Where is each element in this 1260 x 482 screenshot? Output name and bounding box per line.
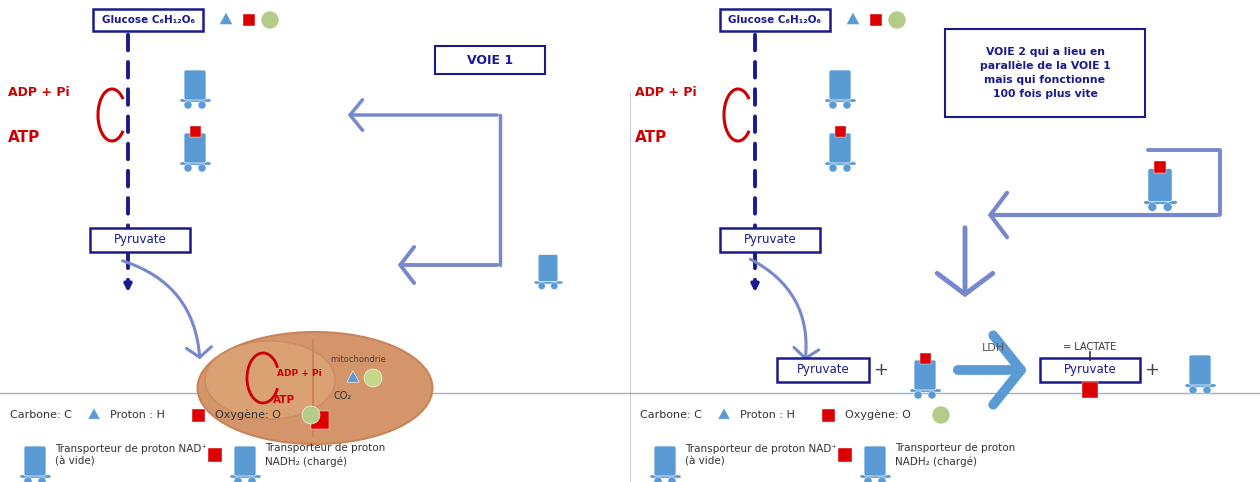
Bar: [869, 14, 882, 26]
Polygon shape: [88, 408, 101, 419]
Text: Oxygène: O: Oxygène: O: [215, 410, 281, 420]
FancyBboxPatch shape: [234, 446, 256, 476]
Text: Carbone: C: Carbone: C: [10, 410, 72, 420]
FancyBboxPatch shape: [184, 70, 205, 100]
Circle shape: [829, 164, 837, 172]
Text: VOIE 2 qui a lieu en
parallèle de la VOIE 1
mais qui fonctionne
100 fois plus vi: VOIE 2 qui a lieu en parallèle de la VOI…: [979, 47, 1110, 99]
Text: Glucose C₆H₁₂O₆: Glucose C₆H₁₂O₆: [102, 15, 194, 25]
Bar: [208, 448, 222, 462]
FancyBboxPatch shape: [538, 254, 558, 281]
Text: ADP + Pi: ADP + Pi: [8, 86, 69, 99]
FancyBboxPatch shape: [1148, 169, 1172, 201]
Polygon shape: [847, 12, 859, 25]
FancyBboxPatch shape: [864, 446, 886, 476]
FancyBboxPatch shape: [184, 133, 205, 163]
Circle shape: [364, 369, 382, 387]
Ellipse shape: [205, 341, 335, 419]
Text: Pyruvate: Pyruvate: [796, 363, 849, 376]
Text: LDH: LDH: [982, 343, 1004, 353]
Circle shape: [654, 477, 662, 482]
Bar: [719, 9, 830, 31]
Circle shape: [929, 391, 936, 399]
FancyBboxPatch shape: [24, 446, 47, 476]
Circle shape: [184, 101, 192, 109]
Text: +: +: [1144, 361, 1159, 379]
Text: Proton : H: Proton : H: [740, 410, 795, 420]
FancyBboxPatch shape: [829, 70, 851, 100]
Text: Pyruvate: Pyruvate: [743, 233, 796, 246]
Text: Pyruvate: Pyruvate: [113, 233, 166, 246]
Circle shape: [1203, 386, 1211, 394]
Circle shape: [1189, 386, 1197, 394]
FancyBboxPatch shape: [1189, 355, 1211, 385]
Text: CO₂: CO₂: [333, 391, 352, 401]
FancyBboxPatch shape: [914, 360, 936, 390]
Bar: [777, 358, 869, 382]
Circle shape: [261, 11, 278, 29]
Circle shape: [1163, 202, 1172, 212]
Text: Proton : H: Proton : H: [110, 410, 165, 420]
Text: VOIE 1: VOIE 1: [467, 54, 513, 67]
Bar: [945, 29, 1145, 117]
Circle shape: [551, 282, 558, 290]
Circle shape: [1148, 202, 1157, 212]
Bar: [243, 14, 255, 26]
FancyBboxPatch shape: [654, 446, 677, 476]
Text: ATP: ATP: [8, 131, 40, 146]
Circle shape: [198, 164, 205, 172]
Bar: [192, 409, 204, 421]
Circle shape: [668, 477, 677, 482]
Circle shape: [302, 406, 320, 424]
Text: ATP: ATP: [635, 131, 668, 146]
Circle shape: [184, 164, 192, 172]
Text: Glucose C₆H₁₂O₆: Glucose C₆H₁₂O₆: [728, 15, 822, 25]
Text: ADP + Pi: ADP + Pi: [635, 86, 697, 99]
Text: = LACTATE: = LACTATE: [1063, 342, 1116, 352]
Text: Transporteur de proton NAD⁺
(à vide): Transporteur de proton NAD⁺ (à vide): [685, 443, 837, 467]
Circle shape: [914, 391, 922, 399]
Bar: [1040, 358, 1140, 382]
Circle shape: [248, 477, 256, 482]
Text: Pyruvate: Pyruvate: [1063, 363, 1116, 376]
Circle shape: [538, 282, 546, 290]
Circle shape: [878, 477, 886, 482]
Text: mitochondrie: mitochondrie: [330, 356, 386, 364]
Circle shape: [38, 477, 47, 482]
Bar: [93, 9, 203, 31]
Bar: [822, 409, 834, 421]
Text: Transporteur de proton
NADH₂ (chargé): Transporteur de proton NADH₂ (chargé): [895, 443, 1016, 467]
FancyBboxPatch shape: [829, 133, 851, 163]
Bar: [89, 228, 190, 252]
Bar: [1082, 382, 1097, 398]
Text: Carbone: C: Carbone: C: [640, 410, 702, 420]
Circle shape: [198, 101, 205, 109]
Circle shape: [888, 11, 906, 29]
Polygon shape: [346, 371, 359, 382]
Bar: [719, 228, 820, 252]
Text: Oxygène: O: Oxygène: O: [845, 410, 911, 420]
Bar: [435, 46, 546, 74]
Circle shape: [843, 164, 851, 172]
Circle shape: [234, 477, 242, 482]
Bar: [189, 126, 200, 137]
Polygon shape: [718, 408, 731, 419]
Circle shape: [829, 101, 837, 109]
Circle shape: [843, 101, 851, 109]
Circle shape: [932, 406, 950, 424]
Bar: [920, 353, 930, 364]
Text: ADP + Pi: ADP + Pi: [277, 369, 321, 377]
Bar: [834, 126, 845, 137]
Bar: [838, 448, 852, 462]
Text: Transporteur de proton
NADH₂ (chargé): Transporteur de proton NADH₂ (chargé): [265, 443, 386, 467]
Polygon shape: [219, 12, 233, 25]
Text: Transporteur de proton NAD⁺
(à vide): Transporteur de proton NAD⁺ (à vide): [55, 443, 207, 467]
Bar: [311, 411, 329, 429]
Circle shape: [864, 477, 872, 482]
Circle shape: [24, 477, 32, 482]
Bar: [1154, 161, 1166, 173]
Text: ATP: ATP: [273, 395, 295, 405]
Text: +: +: [873, 361, 888, 379]
Ellipse shape: [198, 332, 432, 444]
